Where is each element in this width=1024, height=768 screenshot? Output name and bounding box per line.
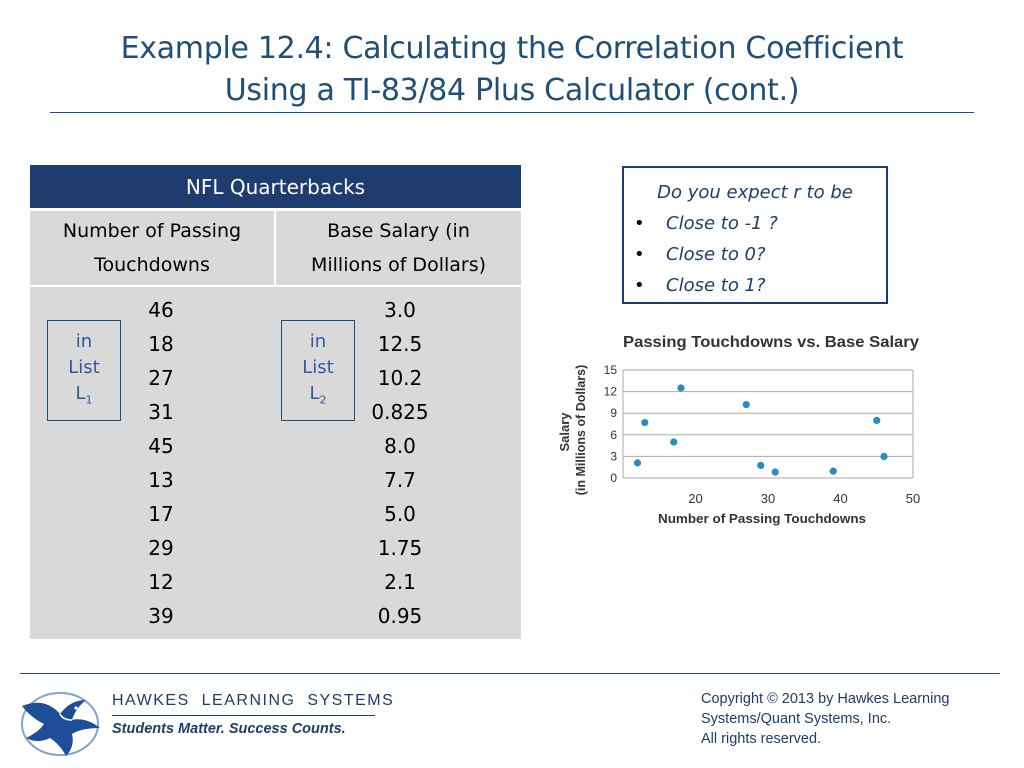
column-header-touchdowns-line-1: Number of Passing <box>62 220 242 242</box>
title-divider <box>50 112 974 113</box>
bullet-icon: • <box>634 244 645 265</box>
y-axis-label-line-1: Salary <box>557 412 572 452</box>
y-tick-label: 9 <box>610 406 617 420</box>
table-cell: 13 <box>148 468 174 492</box>
x-tick-label: 40 <box>833 491 847 506</box>
data-point <box>771 468 779 476</box>
body-divider <box>30 285 521 287</box>
y-tick-label: 3 <box>610 449 617 463</box>
table-cell: 12 <box>148 570 174 594</box>
bullet-icon: • <box>634 213 645 234</box>
copyright-line-2: Systems/Quant Systems, Inc. <box>701 711 892 727</box>
slide-title-line-2: Using a TI-83/84 Plus Calculator (cont.) <box>224 73 800 108</box>
table-cell: 18 <box>148 332 174 356</box>
x-axis-label: Number of Passing Touchdowns <box>658 511 866 526</box>
table-cell: 17 <box>148 502 174 526</box>
table-cell: 7.7 <box>384 468 416 492</box>
scatter-chart: Passing Touchdowns vs. Base Salary 0 3 6 9 12… <box>550 320 930 535</box>
data-point <box>633 459 642 467</box>
table-cell: 5.0 <box>384 502 416 526</box>
table-cell: 10.2 <box>377 366 423 390</box>
x-tick-label: 20 <box>688 491 702 506</box>
table-header: NFL Quarterbacks <box>30 165 521 208</box>
table-cell: 45 <box>148 434 174 458</box>
table-cell: 2.1 <box>384 570 416 594</box>
table-cell: 29 <box>148 536 174 560</box>
nfl-quarterbacks-table: NFL Quarterbacks Number of Passing Touch… <box>30 165 521 639</box>
data-point <box>757 461 765 469</box>
touchdowns-column: 46 18 27 31 45 13 17 29 12 39 <box>126 293 196 633</box>
list-l1-line-2: List <box>68 357 100 378</box>
data-point <box>880 452 888 460</box>
x-tick-label: 50 <box>906 491 920 506</box>
column-header-salary-line-1: Base Salary (in <box>327 220 470 242</box>
question-option: • Close to -1 ? <box>624 208 886 239</box>
question-title: Do you expect r to be <box>657 182 853 203</box>
bullet-icon: • <box>634 275 645 296</box>
column-header-touchdowns: Number of Passing Touchdowns <box>30 211 274 285</box>
list-l1-subscript: 1 <box>85 393 93 407</box>
list-l1-line-1: in <box>75 331 93 352</box>
table-cell: 0.825 <box>371 400 429 424</box>
y-tick-label: 15 <box>604 363 618 377</box>
list-l1-label: in List L1 <box>47 320 121 421</box>
y-axis-label-line-2: (in Millions of Dollars) <box>574 365 588 496</box>
data-point <box>677 384 685 392</box>
list-l2-subscript: 2 <box>319 393 327 407</box>
table-cell: 3.0 <box>384 298 416 322</box>
table-cell: 0.95 <box>377 604 423 628</box>
data-point <box>742 400 750 409</box>
question-option-text: Close to 0? <box>666 244 766 265</box>
column-header-salary: Base Salary (in Millions of Dollars) <box>276 211 521 285</box>
scatter-chart-svg: Passing Touchdowns vs. Base Salary 0 3 6 9 12… <box>557 334 920 526</box>
copyright-notice: Copyright © 2013 by Hawkes Learning Syst… <box>701 689 1001 749</box>
eagle-logo-icon <box>16 684 104 758</box>
brand-divider <box>112 715 375 716</box>
brand-name: HAWKES LEARNING SYSTEMS <box>112 692 395 709</box>
question-option-text: Close to -1 ? <box>666 213 778 234</box>
salary-column: 3.0 12.5 10.2 0.825 8.0 7.7 5.0 1.75 2.1… <box>360 293 440 633</box>
slide-title: Example 12.4: Calculating the Correlatio… <box>0 28 1024 112</box>
y-tick-label: 12 <box>604 385 618 399</box>
footer-divider <box>20 673 1000 674</box>
list-l2-line-1: in <box>309 331 327 352</box>
question-options: • Close to -1 ? • Close to 0? • Close to 1? <box>624 208 886 301</box>
table-cell: 27 <box>148 366 174 390</box>
column-divider <box>274 211 276 285</box>
list-l2-letter: L <box>309 383 320 404</box>
question-option-text: Close to 1? <box>666 275 766 296</box>
list-l2-label: in List L2 <box>281 320 355 421</box>
y-tick-label: 6 <box>610 428 617 442</box>
data-point <box>873 416 881 424</box>
list-l1-name: L1 <box>48 381 120 414</box>
x-tick-label: 30 <box>761 491 775 506</box>
question-option: • Close to 1? <box>624 270 886 301</box>
table-cell: 12.5 <box>377 332 423 356</box>
slide-title-line-1: Example 12.4: Calculating the Correlatio… <box>120 31 904 66</box>
y-tick-label: 0 <box>610 471 617 485</box>
question-box: Do you expect r to be • Close to -1 ? • Cl… <box>622 166 888 304</box>
question-option: • Close to 0? <box>624 239 886 270</box>
brand-tagline: Students Matter. Success Counts. <box>112 721 346 737</box>
data-point <box>670 438 678 446</box>
table-cell: 46 <box>148 298 174 322</box>
header-divider <box>30 208 521 211</box>
table-cell: 31 <box>148 400 174 424</box>
chart-title: Passing Touchdowns vs. Base Salary <box>623 334 919 351</box>
table-cell: 1.75 <box>377 536 423 560</box>
column-header-salary-line-2: Millions of Dollars) <box>310 254 487 276</box>
copyright-line-1: Copyright © 2013 by Hawkes Learning <box>701 691 950 707</box>
data-point <box>641 418 649 427</box>
table-cell: 8.0 <box>384 434 416 458</box>
list-l1-letter: L <box>75 383 86 404</box>
list-l2-name: L2 <box>282 381 354 414</box>
table-cell: 39 <box>148 604 174 628</box>
data-point <box>829 467 837 475</box>
column-header-touchdowns-line-2: Touchdowns <box>94 254 210 276</box>
copyright-line-3: All rights reserved. <box>701 731 822 747</box>
list-l2-line-2: List <box>302 357 334 378</box>
